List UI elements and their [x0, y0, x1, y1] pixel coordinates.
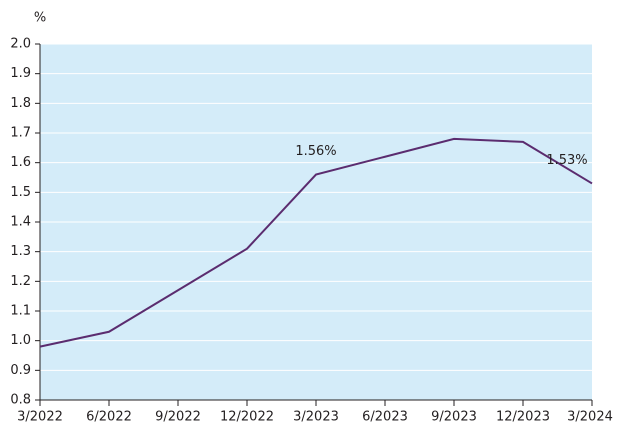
y-tick-label: 1.6 — [10, 155, 31, 170]
x-tick-label: 6/2023 — [362, 410, 408, 425]
y-tick-label: 0.9 — [10, 363, 31, 378]
y-tick-label: 1.5 — [10, 185, 31, 200]
x-tick-label: 3/2022 — [17, 410, 63, 425]
y-tick-label: 1.8 — [10, 96, 31, 111]
y-tick-label: 1.9 — [10, 66, 31, 81]
x-tick-label: 9/2023 — [431, 410, 477, 425]
x-tick-label: 12/2022 — [220, 410, 274, 425]
y-tick-label: 1.3 — [10, 244, 31, 259]
y-tick-label: 0.8 — [10, 393, 31, 408]
data-label: 1.56% — [295, 144, 336, 159]
x-tick-label: 9/2022 — [155, 410, 201, 425]
y-tick-label: 1.0 — [10, 333, 31, 348]
y-axis-label: % — [34, 11, 46, 26]
y-tick-label: 2.0 — [10, 37, 31, 52]
data-label: 1.53% — [546, 153, 587, 168]
y-tick-label: 1.2 — [10, 274, 31, 289]
x-tick-label: 3/2024 — [567, 410, 613, 425]
y-tick-label: 1.4 — [10, 215, 31, 230]
line — [39, 137, 593, 348]
y-tick-label: 1.1 — [10, 304, 31, 319]
x-tick-label: 3/2023 — [293, 410, 339, 425]
x-tick-label: 6/2022 — [86, 410, 132, 425]
y-tick-label: 1.7 — [10, 126, 31, 141]
x-tick-label: 12/2023 — [496, 410, 550, 425]
